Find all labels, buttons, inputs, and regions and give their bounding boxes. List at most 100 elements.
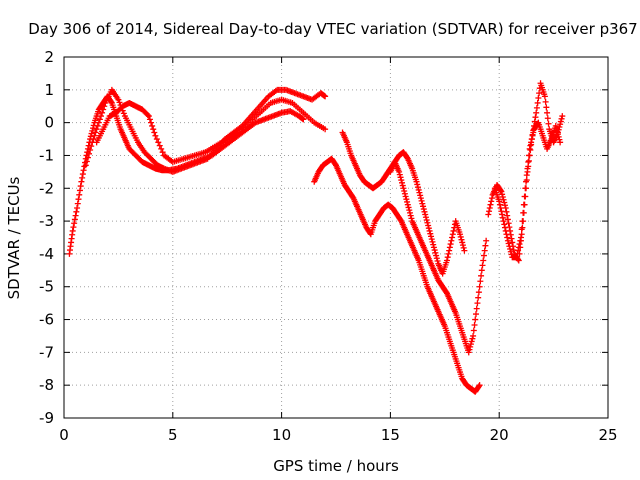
data-point <box>414 181 421 188</box>
data-point <box>525 152 532 159</box>
data-point <box>530 129 537 136</box>
data-point <box>422 211 429 218</box>
data-point <box>503 208 510 215</box>
data-point <box>400 185 407 192</box>
data-point <box>522 185 529 192</box>
data-point <box>74 204 81 211</box>
data-point <box>433 255 440 262</box>
data-point <box>426 227 433 234</box>
data-point <box>526 145 533 152</box>
series-3 <box>93 96 329 166</box>
data-point <box>300 116 307 123</box>
data-point <box>557 121 564 128</box>
data-point <box>459 239 466 246</box>
data-point <box>95 119 102 126</box>
data-point <box>474 300 481 307</box>
data-point <box>527 142 534 149</box>
data-point <box>475 294 482 301</box>
data-point <box>417 192 424 199</box>
data-point <box>70 224 77 231</box>
data-point <box>487 201 494 208</box>
data-point <box>402 193 409 200</box>
data-point <box>544 115 551 122</box>
x-tick-label: 5 <box>168 426 178 444</box>
data-point <box>519 218 526 225</box>
y-tick-label: -7 <box>39 343 54 361</box>
data-point <box>553 125 560 132</box>
series-6 <box>387 149 468 277</box>
data-point <box>501 199 508 206</box>
data-point <box>82 162 89 169</box>
data-point <box>488 195 495 202</box>
data-point <box>90 136 97 143</box>
data-point <box>87 146 94 153</box>
data-point <box>507 248 514 255</box>
data-point <box>458 236 465 243</box>
chart-title: Day 306 of 2014, Sidereal Day-to-day VTE… <box>28 20 637 38</box>
data-point <box>505 240 512 247</box>
data-point <box>485 211 492 218</box>
data-point <box>405 204 412 211</box>
data-point <box>502 227 509 234</box>
data-point <box>517 234 524 241</box>
data-point <box>467 341 474 348</box>
data-point <box>517 237 524 244</box>
data-point <box>446 244 453 251</box>
data-point <box>144 111 151 118</box>
data-point <box>404 201 411 208</box>
y-tick-label: 0 <box>44 114 54 132</box>
data-point <box>422 214 429 221</box>
data-point <box>528 139 535 146</box>
data-point <box>515 244 522 251</box>
data-point <box>515 247 522 254</box>
x-tick-label: 10 <box>272 426 291 444</box>
data-point <box>120 110 127 117</box>
data-point <box>101 103 108 110</box>
data-point <box>472 316 479 323</box>
data-point <box>145 113 152 120</box>
data-point <box>72 212 79 219</box>
data-point <box>69 227 76 234</box>
data-point <box>504 216 511 223</box>
data-point <box>507 245 514 252</box>
data-point <box>116 99 123 106</box>
data-point <box>84 154 91 161</box>
data-point <box>529 132 536 139</box>
data-point <box>477 278 484 285</box>
data-point <box>483 237 490 244</box>
data-point <box>457 233 464 240</box>
data-point <box>479 262 486 269</box>
data-point <box>505 220 512 227</box>
data-point <box>423 216 430 223</box>
data-point <box>322 93 329 100</box>
data-point <box>428 236 435 243</box>
data-point <box>428 233 435 240</box>
data-point <box>93 126 100 133</box>
data-point <box>524 165 531 172</box>
data-point <box>504 234 511 241</box>
data-point <box>424 219 431 226</box>
y-tick-label: -4 <box>39 245 54 263</box>
data-point <box>523 178 530 185</box>
series-1 <box>66 93 307 257</box>
data-point <box>518 226 525 233</box>
y-tick-label: 1 <box>44 81 54 99</box>
y-tick-label: 2 <box>44 48 54 66</box>
x-axis-label: GPS time / hours <box>273 457 399 475</box>
data-point <box>504 237 511 244</box>
data-point <box>449 234 456 241</box>
data-point <box>420 203 427 210</box>
y-tick-label: -1 <box>39 146 54 164</box>
data-point <box>545 120 552 127</box>
x-tick-label: 20 <box>490 426 509 444</box>
data-point <box>444 254 451 261</box>
data-point <box>399 179 406 186</box>
data-point <box>498 208 505 215</box>
data-point <box>78 178 85 185</box>
data-point <box>472 311 479 318</box>
data-point <box>75 196 82 203</box>
data-point <box>80 167 87 174</box>
data-point <box>496 198 503 205</box>
data-point <box>486 204 493 211</box>
data-point <box>418 197 425 204</box>
